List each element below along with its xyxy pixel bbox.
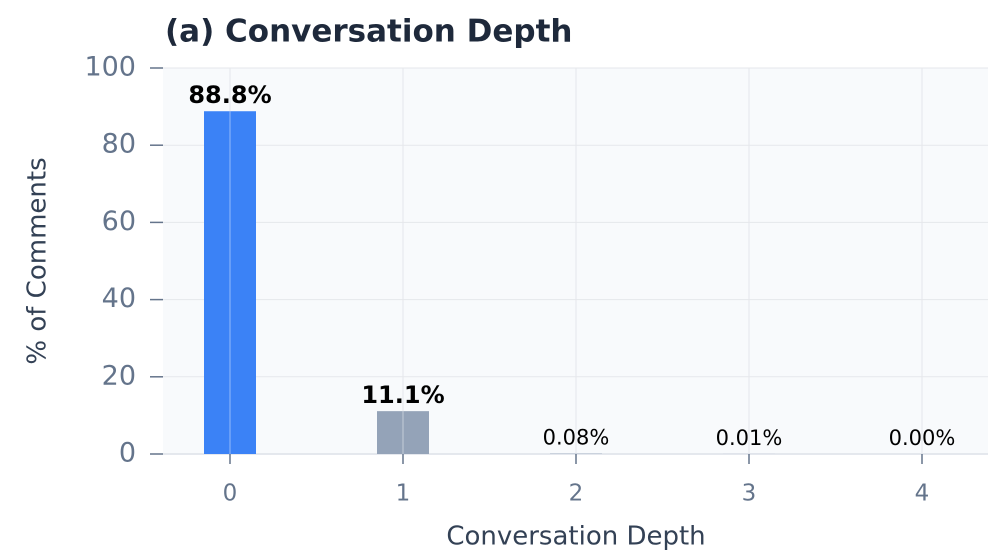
value-label: 0.08% — [543, 426, 610, 450]
x-tick-label: 1 — [396, 481, 411, 507]
value-label: 0.00% — [889, 426, 956, 450]
y-tick-label: 80 — [102, 129, 136, 160]
x-tick-label: 2 — [569, 481, 584, 507]
value-label: 11.1% — [361, 381, 444, 409]
y-tick-label: 20 — [102, 360, 136, 391]
y-tick-label: 0 — [119, 438, 136, 469]
x-tick-label: 4 — [915, 481, 930, 507]
y-tick-label: 100 — [84, 52, 136, 83]
x-tick-label: 3 — [742, 481, 757, 507]
bar — [377, 411, 429, 454]
bar — [204, 111, 256, 455]
x-axis-label: Conversation Depth — [446, 522, 705, 552]
y-tick-label: 40 — [102, 283, 136, 314]
value-label: 0.01% — [716, 426, 783, 450]
y-tick-label: 60 — [102, 206, 136, 237]
y-axis-label: % of Comments — [23, 157, 53, 364]
value-label: 88.8% — [188, 81, 271, 109]
chart-title: (a) Conversation Depth — [165, 14, 573, 50]
x-tick-label: 0 — [223, 481, 238, 507]
